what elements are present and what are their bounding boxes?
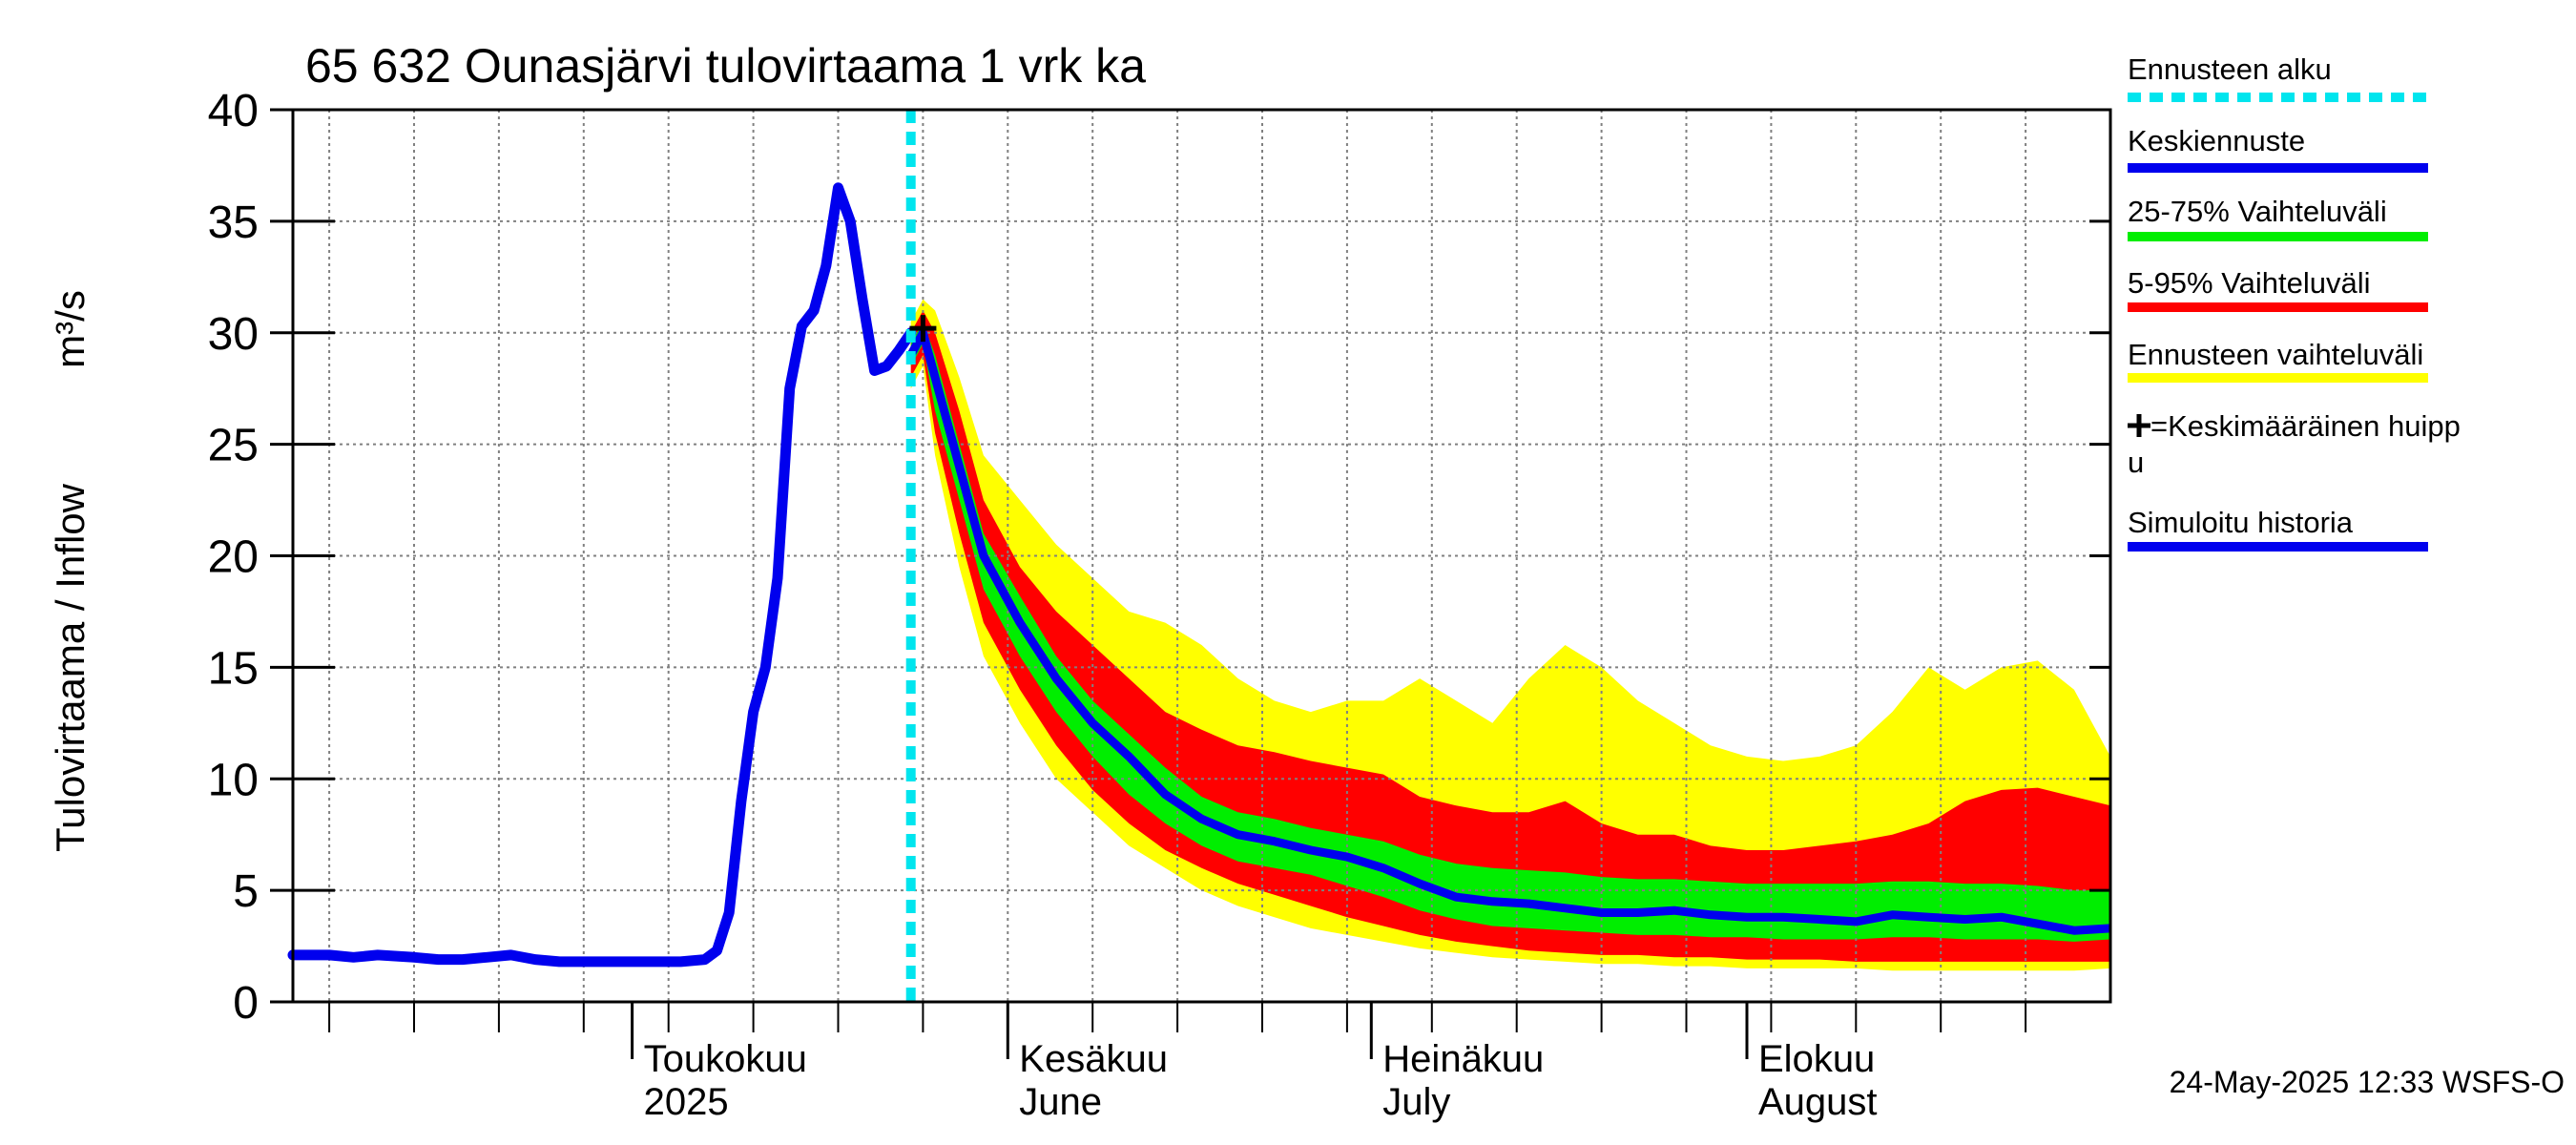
p5-p95-band xyxy=(910,310,2111,962)
y-tick-label: 25 xyxy=(208,421,259,471)
legend-label: Keskiennuste xyxy=(2128,124,2305,157)
timestamp-footer: 24-May-2025 12:33 WSFS-O xyxy=(2170,1065,2565,1099)
legend-peak-symbol xyxy=(2128,414,2150,437)
y-tick-label: 35 xyxy=(208,198,259,248)
x-month-label: Elokuu xyxy=(1758,1038,1875,1080)
legend-label: Ennusteen alku xyxy=(2128,52,2332,86)
y-tick-label: 10 xyxy=(208,755,259,805)
chart-title: 65 632 Ounasjärvi tulovirtaama 1 vrk ka xyxy=(305,39,1146,93)
plot-area: 0510152025303540Toukokuu2025KesäkuuJuneH… xyxy=(208,86,2112,1123)
y-tick-label: 30 xyxy=(208,309,259,360)
y-tick-label: 15 xyxy=(208,643,259,694)
legend: Ennusteen alku Keskiennuste 25-75% Vaihtel… xyxy=(2128,52,2461,552)
x-month-label-secondary: 2025 xyxy=(644,1081,729,1123)
simulated-history-line xyxy=(287,182,917,968)
median-forecast-line xyxy=(906,328,2111,935)
legend-label: 5-95% Vaihteluväli xyxy=(2128,266,2370,300)
y-axis-label: Tulovirtaama / Inflow xyxy=(48,483,93,852)
x-month-label: Heinäkuu xyxy=(1382,1038,1544,1080)
legend-label: Simuloitu historia xyxy=(2128,506,2354,539)
mean-peak-marker xyxy=(909,315,937,343)
x-month-label-secondary: June xyxy=(1019,1081,1102,1123)
legend-label-continued: u xyxy=(2128,446,2144,479)
y-tick-label: 40 xyxy=(208,86,259,136)
x-month-label: Kesäkuu xyxy=(1019,1038,1168,1080)
y-tick-label: 5 xyxy=(233,866,259,917)
legend-label: Ennusteen vaihteluväli xyxy=(2128,338,2423,371)
x-month-label-secondary: August xyxy=(1758,1081,1878,1123)
y-axis-unit: m³/s xyxy=(48,290,93,368)
y-tick-label: 20 xyxy=(208,532,259,583)
x-month-label-secondary: July xyxy=(1382,1081,1450,1123)
legend-label: 25-75% Vaihteluväli xyxy=(2128,195,2387,228)
y-tick-label: 0 xyxy=(233,978,259,1029)
x-month-label: Toukokuu xyxy=(644,1038,807,1080)
legend-label: =Keskimääräinen huipp xyxy=(2150,409,2461,443)
